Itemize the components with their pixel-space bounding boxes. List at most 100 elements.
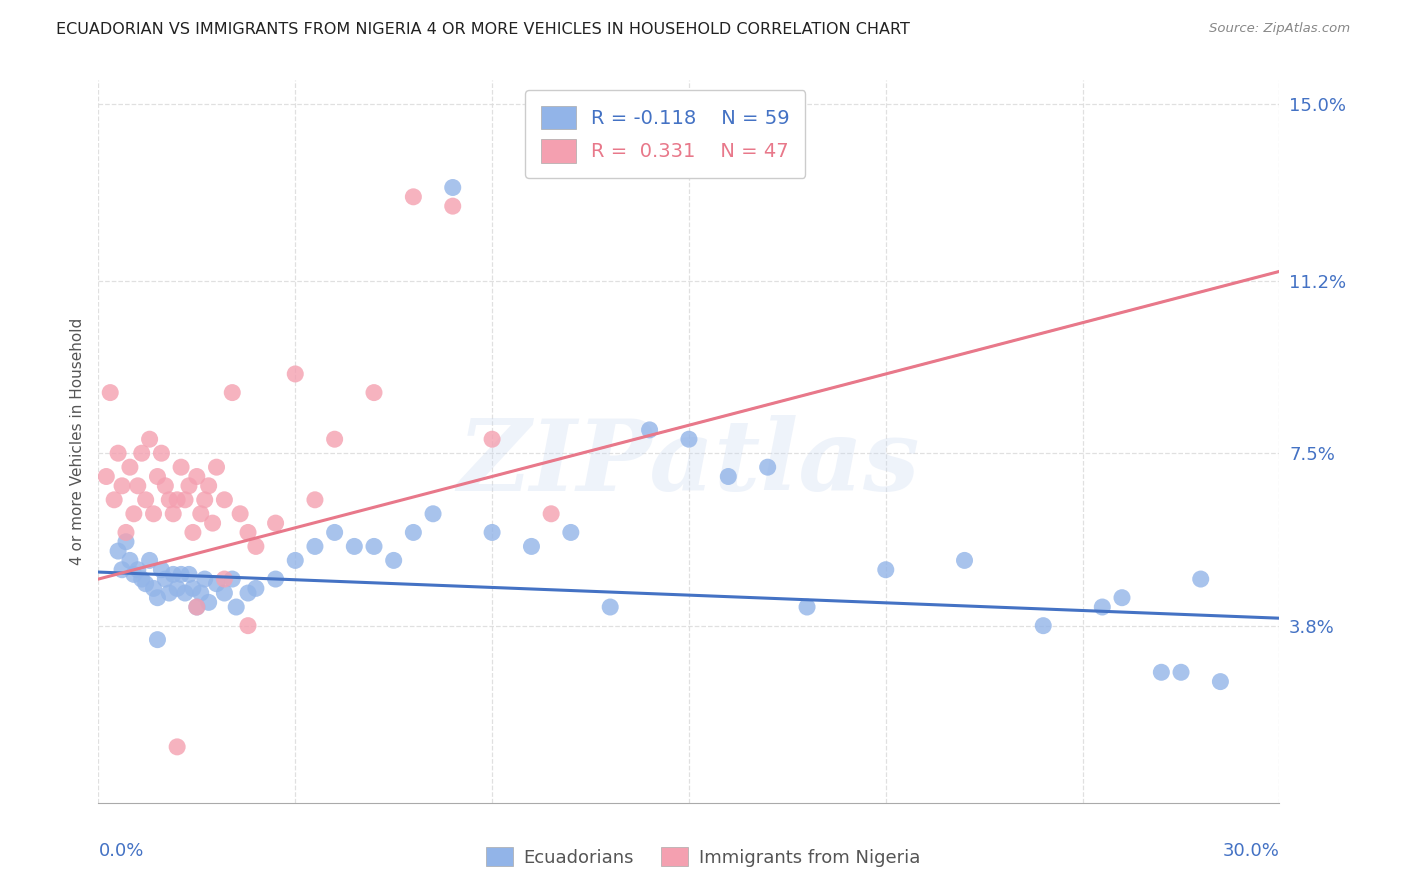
Point [146,632,169,647]
Point [118,460,141,475]
Point [323,525,346,540]
Point [236,525,259,540]
Point [146,591,169,605]
Point [155,572,177,586]
Point [481,432,503,446]
Point [107,446,129,460]
Point [146,469,169,483]
Point [221,385,243,400]
Point [186,469,208,483]
Text: 30.0%: 30.0% [1223,842,1279,860]
Point [135,576,157,591]
Point [122,507,145,521]
Point [1209,674,1232,689]
Point [304,492,326,507]
Point [186,600,208,615]
Point [135,492,157,507]
Point [1150,665,1173,680]
Point [131,572,153,586]
Point [481,525,503,540]
Point [796,600,818,615]
Point [197,595,219,609]
Point [138,553,160,567]
Point [170,567,193,582]
Point [214,586,236,600]
Point [284,553,307,567]
Point [205,460,228,475]
Text: 0.0%: 0.0% [98,842,143,860]
Point [142,507,165,521]
Point [245,582,267,596]
Point [190,507,212,521]
Point [162,507,184,521]
Point [560,525,582,540]
Point [678,432,700,446]
Text: ECUADORIAN VS IMMIGRANTS FROM NIGERIA 4 OR MORE VEHICLES IN HOUSEHOLD CORRELATIO: ECUADORIAN VS IMMIGRANTS FROM NIGERIA 4 … [56,22,910,37]
Point [441,180,464,194]
Point [142,582,165,596]
Point [103,492,125,507]
Point [155,479,177,493]
Point [953,553,976,567]
Point [236,586,259,600]
Point [98,385,121,400]
Point [190,586,212,600]
Point [118,553,141,567]
Point [264,572,287,586]
Point [170,460,193,475]
Point [1091,600,1114,615]
Point [236,618,259,632]
Point [177,479,200,493]
Point [150,446,173,460]
Point [540,507,562,521]
Point [717,469,740,483]
Legend: Ecuadorians, Immigrants from Nigeria: Ecuadorians, Immigrants from Nigeria [478,840,928,874]
Point [363,540,385,554]
Point [166,739,188,754]
Point [323,432,346,446]
Point [122,567,145,582]
Point [1111,591,1133,605]
Point [111,479,134,493]
Point [201,516,224,530]
Point [245,540,267,554]
Point [422,507,444,521]
Point [1189,572,1212,586]
Point [363,385,385,400]
Point [1032,618,1054,632]
Point [157,586,180,600]
Point [194,492,217,507]
Point [197,479,219,493]
Point [402,525,425,540]
Point [441,199,464,213]
Point [166,582,188,596]
Point [115,534,138,549]
Point [166,492,188,507]
Point [520,540,543,554]
Point [177,567,200,582]
Point [115,525,138,540]
Point [186,600,208,615]
Point [284,367,307,381]
Point [205,576,228,591]
Point [875,563,897,577]
Point [1170,665,1192,680]
Point [131,446,153,460]
Point [304,540,326,554]
Point [225,600,247,615]
Text: Source: ZipAtlas.com: Source: ZipAtlas.com [1209,22,1350,36]
Text: ZIPatlas: ZIPatlas [458,415,920,511]
Point [174,492,197,507]
Point [127,479,149,493]
Point [157,492,180,507]
Point [756,460,779,475]
Point [214,572,236,586]
Point [194,572,217,586]
Point [264,516,287,530]
Legend: R = -0.118    N = 59, R =  0.331    N = 47: R = -0.118 N = 59, R = 0.331 N = 47 [526,90,806,178]
Point [150,563,173,577]
Point [96,469,118,483]
Point [343,540,366,554]
Point [181,525,204,540]
Point [221,572,243,586]
